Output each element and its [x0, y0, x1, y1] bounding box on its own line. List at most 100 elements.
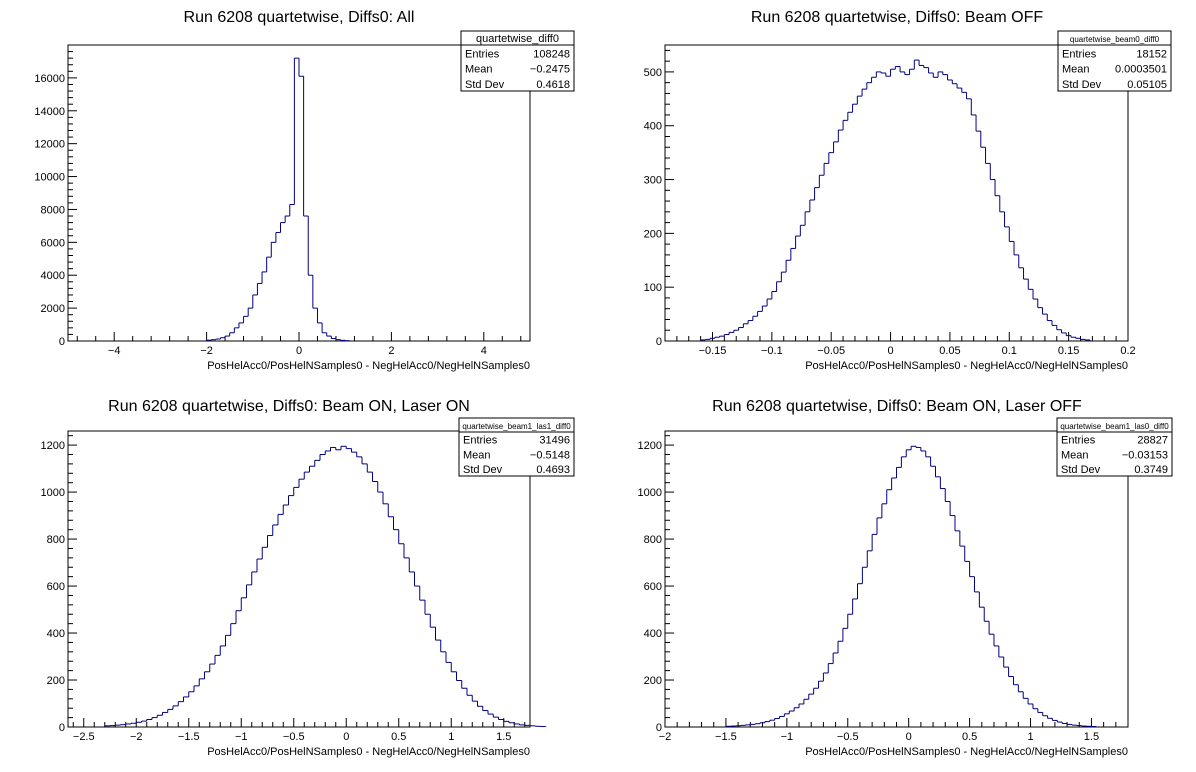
- histogram-panel-beam-on-laser-off: Run 6208 quartetwise, Diffs0: Beam ON, L…: [598, 386, 1196, 772]
- y-tick-label: 6000: [41, 237, 65, 249]
- x-tick-label: −0.5: [837, 731, 859, 743]
- x-tick-label: −2: [200, 345, 213, 357]
- x-axis-title: PosHelAcc0/PosHelNSamples0 - NegHelAcc0/…: [805, 360, 1128, 372]
- stats-box: [460, 30, 575, 92]
- x-tick-label: −1: [781, 731, 794, 743]
- stats-box: [1056, 417, 1173, 477]
- chart-title: Run 6208 quartetwise, Diffs0: All: [184, 9, 415, 26]
- y-tick-label: 800: [47, 534, 65, 546]
- x-tick-label: 1: [1027, 731, 1033, 743]
- chart-title: Run 6208 quartetwise, Diffs0: Beam ON, L…: [108, 398, 470, 415]
- stats-std-dev-label: Std Dev: [1061, 464, 1101, 476]
- stats-std-dev-value: 0.4693: [536, 464, 570, 476]
- y-tick-label: 0: [656, 722, 662, 734]
- y-tick-label: 200: [47, 675, 65, 687]
- x-tick-label: 1: [448, 731, 454, 743]
- y-tick-label: 400: [644, 121, 662, 133]
- stats-std-dev-label: Std Dev: [463, 464, 503, 476]
- stats-entries-value: 31496: [539, 435, 570, 447]
- y-tick-label: 600: [644, 581, 662, 593]
- histogram-chart: Run 6208 quartetwise, Diffs0: Beam OFF −0…: [644, 9, 1172, 372]
- x-tick-label: 0.15: [1058, 345, 1079, 357]
- stats-name: quartetwise_beam1_las0_diff0: [1060, 422, 1169, 431]
- stats-mean-value: 0.0003501: [1115, 64, 1167, 76]
- stats-entries-value: 18152: [1136, 48, 1167, 60]
- histogram-panel-all: Run 6208 quartetwise, Diffs0: All −4 −2 0 2 4…: [0, 0, 598, 386]
- histogram-panel-beam-on-laser-on: Run 6208 quartetwise, Diffs0: Beam ON, L…: [0, 386, 598, 772]
- y-tick-label: 1000: [41, 487, 65, 499]
- stats-std-dev-label: Std Dev: [465, 79, 505, 91]
- x-tick-label: 4: [481, 345, 487, 357]
- x-tick-label: 0.5: [962, 731, 977, 743]
- stats-mean-label: Mean: [1061, 449, 1089, 461]
- chart-title: Run 6208 quartetwise, Diffs0: Beam ON, L…: [712, 398, 1082, 415]
- x-tick-label: −1: [235, 731, 248, 743]
- stats-entries-label: Entries: [1062, 48, 1097, 60]
- y-tick-label: 0: [59, 336, 65, 348]
- y-tick-label: 10000: [34, 172, 65, 184]
- x-tick-label: −0.1: [761, 345, 783, 357]
- histogram-series: [700, 59, 1091, 341]
- histogram-series: [206, 57, 351, 342]
- x-tick-label: 1.5: [496, 731, 511, 743]
- x-tick-label: −1.5: [715, 731, 737, 743]
- histogram-panel-beam-off: Run 6208 quartetwise, Diffs0: Beam OFF −0…: [598, 0, 1196, 386]
- y-tick-label: 4000: [41, 270, 65, 282]
- stats-entries-label: Entries: [465, 48, 500, 60]
- y-tick-label: 0: [59, 722, 65, 734]
- stats-entries-label: Entries: [1061, 435, 1096, 447]
- x-tick-label: 0: [906, 731, 912, 743]
- stats-box: [1057, 30, 1172, 92]
- histogram-chart: Run 6208 quartetwise, Diffs0: Beam ON, L…: [41, 398, 575, 758]
- stats-name: quartetwise_beam0_diff0: [1070, 35, 1160, 44]
- x-tick-label: 0.5: [391, 731, 406, 743]
- stats-mean-value: −0.2475: [530, 64, 570, 76]
- y-tick-label: 0: [656, 336, 662, 348]
- x-tick-label: −0.5: [283, 731, 305, 743]
- x-tick-label: 0.05: [939, 345, 960, 357]
- stats-mean-label: Mean: [463, 449, 491, 461]
- x-tick-label: −2: [130, 731, 143, 743]
- stats-mean-label: Mean: [465, 64, 493, 76]
- y-tick-label: 500: [644, 67, 662, 79]
- histogram-series: [725, 445, 1097, 728]
- y-tick-label: 200: [644, 675, 662, 687]
- x-tick-label: 0: [343, 731, 349, 743]
- x-tick-label: −2.5: [73, 731, 95, 743]
- x-axis-title: PosHelAcc0/PosHelNSamples0 - NegHelAcc0/…: [207, 360, 530, 372]
- stats-box: [458, 417, 575, 477]
- plot-frame: [664, 44, 1129, 342]
- histogram-series: [104, 445, 547, 728]
- stats-name: quartetwise_beam1_las1_diff0: [462, 422, 571, 431]
- x-tick-label: 0.1: [1002, 345, 1017, 357]
- stats-name: quartetwise_diff0: [476, 33, 559, 45]
- x-tick-label: −1.5: [178, 731, 200, 743]
- y-tick-label: 400: [47, 628, 65, 640]
- y-tick-label: 100: [644, 282, 662, 294]
- stats-std-dev-label: Std Dev: [1062, 79, 1102, 91]
- x-tick-label: 1.5: [1084, 731, 1099, 743]
- y-tick-label: 2000: [41, 303, 65, 315]
- stats-entries-value: 108248: [533, 48, 570, 60]
- stats-entries-label: Entries: [463, 435, 498, 447]
- stats-std-dev-value: 0.4618: [536, 79, 570, 91]
- x-tick-label: −0.15: [699, 345, 727, 357]
- x-tick-label: −0.05: [817, 345, 845, 357]
- y-tick-label: 8000: [41, 204, 65, 216]
- y-tick-label: 300: [644, 175, 662, 187]
- y-tick-label: 1000: [638, 487, 662, 499]
- x-axis-title: PosHelAcc0/PosHelNSamples0 - NegHelAcc0/…: [207, 746, 530, 758]
- stats-std-dev-value: 0.3749: [1134, 464, 1168, 476]
- histogram-chart: Run 6208 quartetwise, Diffs0: Beam ON, L…: [638, 398, 1173, 758]
- stats-entries-value: 28827: [1137, 435, 1168, 447]
- stats-mean-value: −0.5148: [530, 449, 570, 461]
- y-tick-label: 800: [644, 534, 662, 546]
- y-tick-label: 16000: [34, 73, 65, 85]
- x-axis-title: PosHelAcc0/PosHelNSamples0 - NegHelAcc0/…: [805, 746, 1128, 758]
- stats-mean-value: −0.03153: [1122, 449, 1168, 461]
- chart-title: Run 6208 quartetwise, Diffs0: Beam OFF: [751, 9, 1044, 26]
- x-tick-label: −4: [108, 345, 121, 357]
- stats-std-dev-value: 0.05105: [1127, 79, 1167, 91]
- plot-frame: [67, 430, 531, 728]
- x-tick-label: 0: [888, 345, 894, 357]
